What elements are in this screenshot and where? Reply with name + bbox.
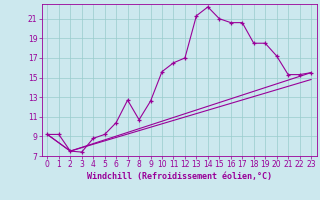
X-axis label: Windchill (Refroidissement éolien,°C): Windchill (Refroidissement éolien,°C) — [87, 172, 272, 181]
